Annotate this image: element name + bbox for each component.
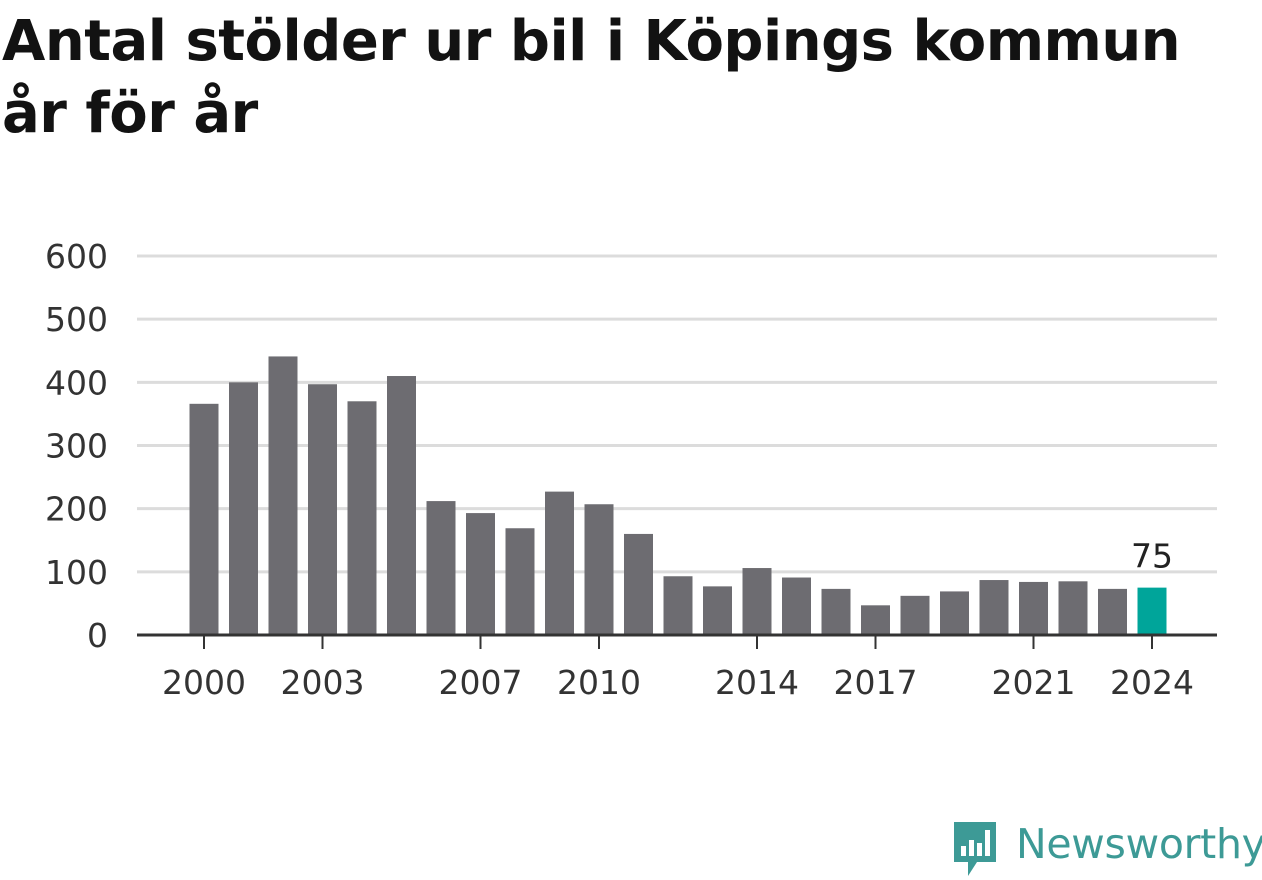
bar: [782, 577, 811, 635]
chart-title: Antal stölder ur bil i Köpings kommun år…: [2, 9, 1181, 146]
x-axis: 2000 2003 2007 2010 2014 2017 2021 2024: [137, 633, 1217, 702]
bars: [189, 356, 1167, 635]
newsworthy-logo-icon: [954, 822, 996, 876]
bar: [821, 588, 851, 635]
bar: [1019, 581, 1048, 635]
bar: [900, 595, 930, 635]
bar: [1098, 588, 1127, 635]
x-tick-label: 2017: [834, 663, 918, 702]
x-tick-label: 2014: [715, 663, 799, 702]
y-tick-label: 300: [45, 427, 108, 466]
x-tick-label: 2024: [1110, 663, 1194, 702]
data-labels: 75: [1131, 537, 1173, 576]
bar: [189, 403, 219, 635]
bar: [229, 382, 258, 635]
bar: [545, 491, 574, 635]
gridlines: [137, 254, 1217, 574]
bar: [742, 568, 772, 635]
x-tick-label: 2010: [557, 663, 641, 702]
bar: [703, 586, 732, 635]
bar: [624, 533, 653, 635]
bar: [861, 605, 890, 635]
x-tick-label: 2000: [162, 663, 246, 702]
bar: [584, 504, 614, 635]
y-tick-label: 200: [45, 490, 108, 529]
data-label: 75: [1131, 537, 1173, 576]
bar: [1137, 587, 1167, 635]
x-tick-label: 2003: [281, 663, 365, 702]
bar: [466, 513, 495, 635]
bar: [1058, 581, 1088, 635]
y-tick-label: 0: [87, 616, 108, 655]
bar: [979, 580, 1009, 635]
brand-name: Newsworthy: [1016, 820, 1262, 868]
y-tick-label: 500: [45, 300, 108, 339]
y-axis-ticks: 0 100 200 300 400 500 600: [45, 237, 108, 655]
bar: [268, 356, 298, 635]
bar: [387, 376, 416, 635]
bar: [308, 384, 337, 635]
bar: [940, 591, 969, 635]
y-tick-label: 100: [45, 553, 108, 592]
bar: [663, 576, 693, 635]
bar: [505, 528, 535, 635]
y-tick-label: 400: [45, 363, 108, 402]
y-tick-label: 600: [45, 237, 108, 276]
newsworthy-logo: Newsworthy: [950, 818, 1262, 880]
bar: [347, 401, 377, 635]
x-tick-label: 2021: [992, 663, 1076, 702]
bar: [426, 501, 456, 635]
x-tick-label: 2007: [439, 663, 523, 702]
